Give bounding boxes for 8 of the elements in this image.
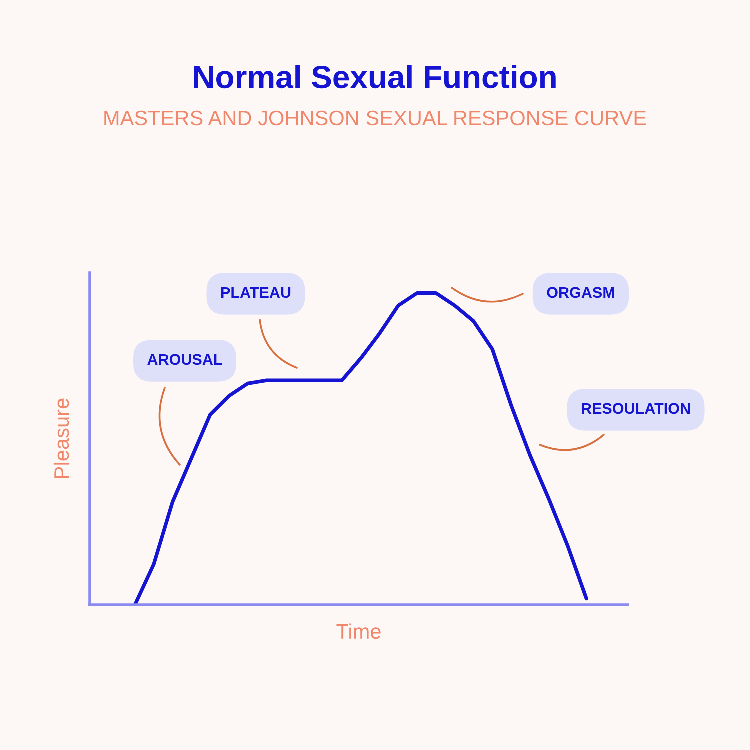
- x-axis-title: Time: [336, 624, 381, 640]
- annotation: ORGASM: [547, 287, 614, 298]
- chart-title: Normal Sexual Function: [194, 65, 556, 89]
- y-axis-title: Pleasure: [54, 398, 70, 478]
- annotation: AROUSAL: [148, 354, 222, 366]
- annotation: PLATEAU: [222, 287, 291, 298]
- chart-subtitle: MASTERS AND JOHNSON SEXUAL RESPONSE CURVE: [104, 110, 646, 126]
- annotation: RESOULATION: [582, 403, 690, 414]
